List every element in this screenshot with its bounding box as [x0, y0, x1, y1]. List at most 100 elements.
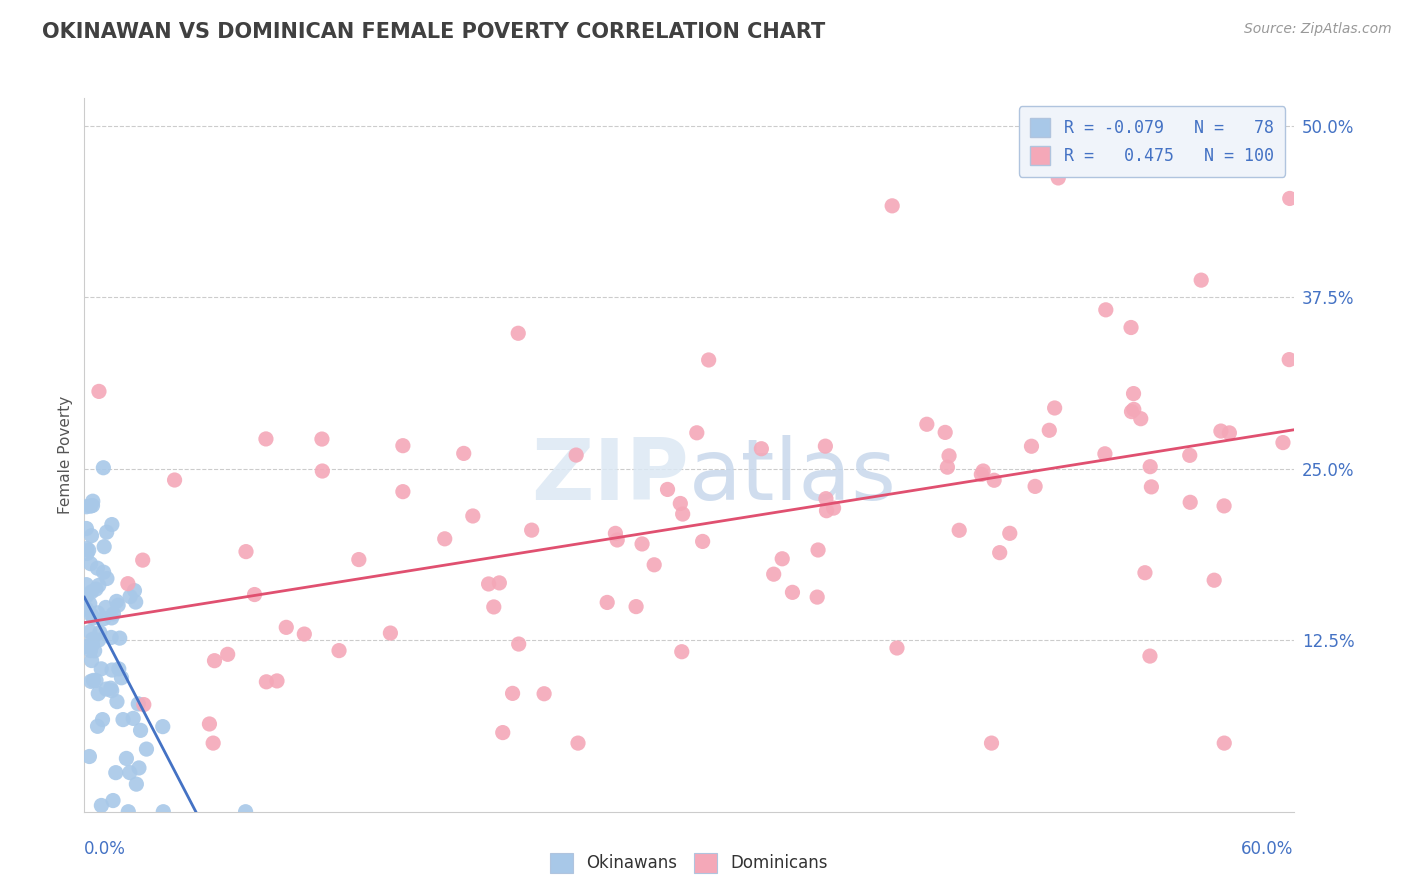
Point [508, 326, 530, 341]
Point [75, 640, 97, 654]
Point [82, 611, 104, 625]
Point [96, 681, 118, 696]
Point [82, 494, 104, 508]
Point [886, 640, 908, 655]
Point [823, 501, 845, 516]
Point [132, 698, 155, 712]
Point [276, 620, 298, 634]
Point [100, 683, 122, 698]
Point [100, 681, 122, 696]
Point [567, 736, 589, 750]
Point [87, 633, 110, 648]
Point [128, 761, 150, 775]
Point [96, 572, 118, 586]
Point [814, 439, 837, 453]
Point [84, 582, 107, 596]
Point [80, 585, 103, 599]
Point [970, 467, 993, 482]
Point [671, 645, 693, 659]
Point [79, 557, 101, 571]
Point [392, 484, 415, 499]
Point [96, 525, 118, 540]
Point [983, 473, 1005, 487]
Point [988, 546, 1011, 560]
Point [118, 765, 141, 780]
Point [669, 496, 692, 510]
Point [112, 713, 135, 727]
Point [100, 631, 122, 645]
Text: ZIP: ZIP [531, 434, 689, 518]
Point [107, 662, 129, 676]
Point [461, 508, 484, 523]
Point [76, 547, 98, 561]
Point [129, 723, 152, 738]
Point [1278, 352, 1301, 367]
Point [135, 742, 157, 756]
Point [89, 625, 111, 640]
Point [520, 523, 543, 537]
Point [217, 648, 239, 662]
Point [1213, 736, 1236, 750]
Point [101, 663, 124, 677]
Point [93, 612, 115, 626]
Point [806, 590, 828, 604]
Text: atlas: atlas [689, 434, 897, 518]
Point [631, 537, 654, 551]
Point [76, 541, 98, 556]
Point [83, 644, 105, 658]
Point [1278, 191, 1301, 205]
Point [347, 552, 370, 566]
Point [125, 595, 148, 609]
Point [77, 543, 100, 558]
Point [100, 611, 122, 625]
Point [1140, 480, 1163, 494]
Point [1024, 479, 1046, 493]
Point [488, 575, 510, 590]
Point [980, 736, 1002, 750]
Point [508, 637, 530, 651]
Legend: R = -0.079   N =   78, R =   0.475   N = 100: R = -0.079 N = 78, R = 0.475 N = 100 [1018, 106, 1285, 177]
Point [235, 544, 257, 558]
Point [122, 711, 145, 725]
Legend: Okinawans, Dominicans: Okinawans, Dominicans [543, 847, 835, 880]
Text: Source: ZipAtlas.com: Source: ZipAtlas.com [1244, 22, 1392, 37]
Point [672, 507, 695, 521]
Point [79, 597, 101, 611]
Point [198, 717, 221, 731]
Point [1121, 404, 1143, 418]
Point [80, 674, 103, 689]
Point [1218, 425, 1240, 440]
Point [108, 631, 131, 645]
Point [478, 577, 501, 591]
Point [998, 526, 1021, 541]
Point [86, 606, 108, 620]
Point [124, 583, 146, 598]
Point [1271, 435, 1294, 450]
Point [392, 439, 415, 453]
Point [882, 199, 904, 213]
Point [1178, 448, 1201, 462]
Point [1043, 401, 1066, 415]
Point [936, 460, 959, 475]
Point [87, 578, 110, 592]
Point [292, 627, 315, 641]
Point [596, 595, 619, 609]
Point [1119, 320, 1142, 334]
Point [1122, 402, 1144, 417]
Point [934, 425, 956, 440]
Point [807, 543, 830, 558]
Y-axis label: Female Poverty: Female Poverty [58, 396, 73, 514]
Point [1189, 273, 1212, 287]
Point [75, 589, 97, 603]
Point [94, 600, 117, 615]
Point [103, 607, 125, 621]
Point [1139, 649, 1161, 664]
Point [79, 749, 101, 764]
Point [82, 632, 104, 647]
Point [75, 577, 97, 591]
Point [311, 432, 333, 446]
Text: OKINAWAN VS DOMINICAN FEMALE POVERTY CORRELATION CHART: OKINAWAN VS DOMINICAN FEMALE POVERTY COR… [42, 22, 825, 42]
Point [84, 673, 107, 688]
Point [1213, 499, 1236, 513]
Point [120, 590, 142, 604]
